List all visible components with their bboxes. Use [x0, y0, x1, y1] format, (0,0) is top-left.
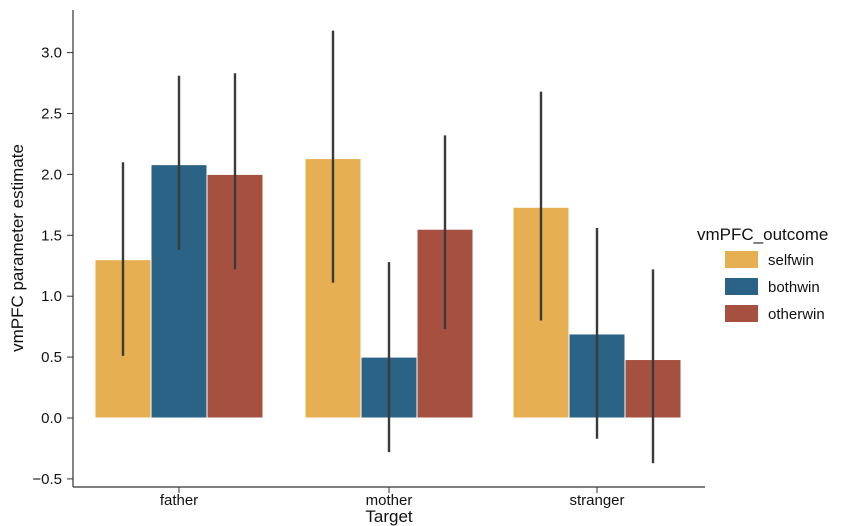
y-tick-label: 0.0	[41, 410, 62, 427]
x-tick-label: stranger	[569, 492, 624, 509]
legend-swatch-otherwin	[725, 305, 758, 322]
x-tick-label: father	[160, 492, 198, 509]
legend-label-otherwin: otherwin	[768, 306, 825, 323]
legend-label-selfwin: selfwin	[768, 252, 814, 269]
legend-label-bothwin: bothwin	[768, 279, 820, 296]
x-tick-label: mother	[366, 492, 413, 509]
y-tick-label: 1.0	[41, 288, 62, 305]
y-tick-label: −0.5	[32, 471, 62, 488]
x-axis-title: Target	[365, 507, 413, 526]
legend-swatch-bothwin	[725, 278, 758, 295]
legend-title: vmPFC_outcome	[697, 225, 828, 244]
legend-items: selfwin bothwin otherwin	[725, 251, 825, 323]
y-tick-label: 0.5	[41, 349, 62, 366]
y-tick-label: 1.5	[41, 227, 62, 244]
legend: vmPFC_outcome selfwin bothwin otherwin	[697, 225, 828, 323]
error-bars-layer	[121, 30, 655, 464]
y-tick-label: 2.5	[41, 106, 62, 123]
y-ticks: −0.5 0.0 0.5 1.0 1.5 2.0 2.5 3.0	[32, 45, 73, 488]
legend-swatch-selfwin	[725, 251, 758, 268]
x-ticks: father mother stranger	[160, 487, 625, 509]
y-axis-title: vmPFC parameter estimate	[8, 144, 27, 352]
y-tick-label: 3.0	[41, 45, 62, 62]
y-tick-label: 2.0	[41, 166, 62, 183]
